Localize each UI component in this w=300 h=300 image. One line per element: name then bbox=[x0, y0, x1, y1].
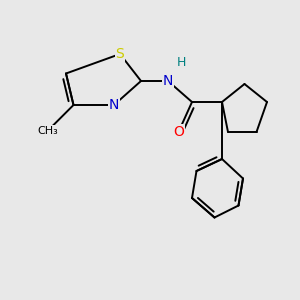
Text: CH₃: CH₃ bbox=[38, 125, 58, 136]
Text: N: N bbox=[163, 74, 173, 88]
Text: S: S bbox=[116, 47, 124, 61]
Text: O: O bbox=[173, 125, 184, 139]
Text: N: N bbox=[109, 98, 119, 112]
Text: H: H bbox=[177, 56, 186, 69]
